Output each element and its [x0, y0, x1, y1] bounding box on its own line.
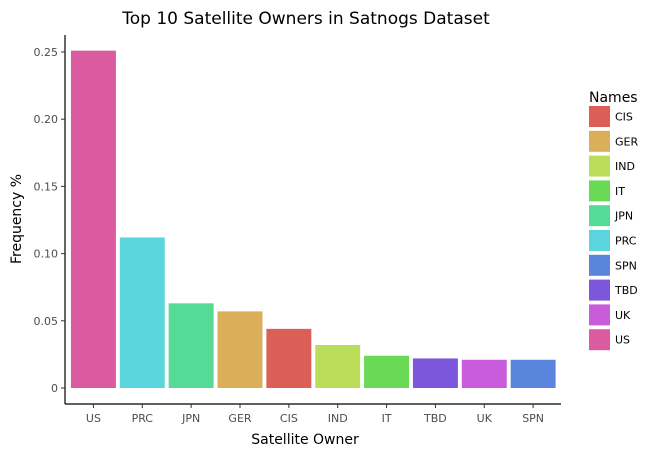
- legend-title: Names: [589, 90, 638, 106]
- legend-swatch-us: [589, 329, 610, 351]
- legend-label-ind: IND: [615, 160, 635, 173]
- legend-label-ger: GER: [615, 135, 638, 148]
- bar-uk: [461, 359, 507, 388]
- bar-ind: [315, 344, 361, 388]
- x-tick-label-ger: GER: [228, 412, 251, 425]
- legend-swatch-it: [589, 180, 610, 202]
- y-axis: 0 0.05 0.10 0.15 0.20 0.25: [34, 35, 66, 404]
- bar-us: [70, 50, 116, 388]
- legend-swatch-jpn: [589, 205, 610, 227]
- x-tick-label-cis: CIS: [280, 412, 298, 425]
- legend-swatch-cis: [589, 106, 610, 127]
- x-tick-label-it: IT: [382, 412, 392, 425]
- x-tick-label-prc: PRC: [132, 412, 154, 425]
- bar-ger: [217, 311, 263, 388]
- bar-jpn: [168, 303, 214, 388]
- y-axis-title: Frequency %: [9, 174, 25, 264]
- legend-swatch-spn: [589, 254, 610, 276]
- legend-label-us: US: [615, 334, 630, 347]
- legend-swatch-prc: [589, 230, 610, 251]
- bar-cis: [266, 328, 312, 388]
- x-tick-label-uk: UK: [477, 412, 493, 425]
- legend-label-uk: UK: [615, 309, 631, 322]
- y-tick-label: 0.25: [34, 46, 59, 59]
- legend-label-tbd: TBD: [614, 284, 638, 297]
- legend: Names CIS GER IND IT JPN PRC SPN TBD UK US: [589, 90, 638, 351]
- bar-prc: [119, 237, 165, 388]
- x-axis: US PRC JPN GER CIS IND IT TBD UK SPN: [65, 403, 561, 425]
- x-tick-label-jpn: JPN: [181, 412, 200, 425]
- legend-label-spn: SPN: [615, 259, 637, 272]
- y-tick-label: 0.20: [34, 113, 59, 126]
- y-tick-label: 0.10: [34, 248, 59, 261]
- legend-swatch-tbd: [589, 279, 610, 301]
- bar-tbd: [412, 358, 458, 388]
- bar-it: [364, 355, 410, 388]
- x-tick-label-spn: SPN: [522, 412, 544, 425]
- x-axis-title: Satellite Owner: [251, 432, 359, 448]
- legend-swatch-ger: [589, 130, 610, 152]
- y-tick-label: 0.15: [34, 180, 59, 193]
- legend-label-it: IT: [615, 185, 625, 198]
- x-tick-label-ind: IND: [328, 412, 348, 425]
- bars-group: [70, 50, 556, 388]
- x-tick-label-tbd: TBD: [423, 412, 447, 425]
- x-tick-label-us: US: [86, 412, 101, 425]
- y-tick-label: 0: [51, 382, 58, 395]
- legend-label-jpn: JPN: [614, 210, 633, 223]
- chart-title: Top 10 Satellite Owners in Satnogs Datas…: [121, 9, 490, 29]
- legend-swatch-ind: [589, 155, 610, 177]
- legend-swatch-uk: [589, 304, 610, 326]
- legend-label-cis: CIS: [615, 111, 633, 124]
- bar-spn: [510, 359, 556, 388]
- legend-label-prc: PRC: [615, 235, 637, 248]
- y-tick-label: 0.05: [34, 315, 59, 328]
